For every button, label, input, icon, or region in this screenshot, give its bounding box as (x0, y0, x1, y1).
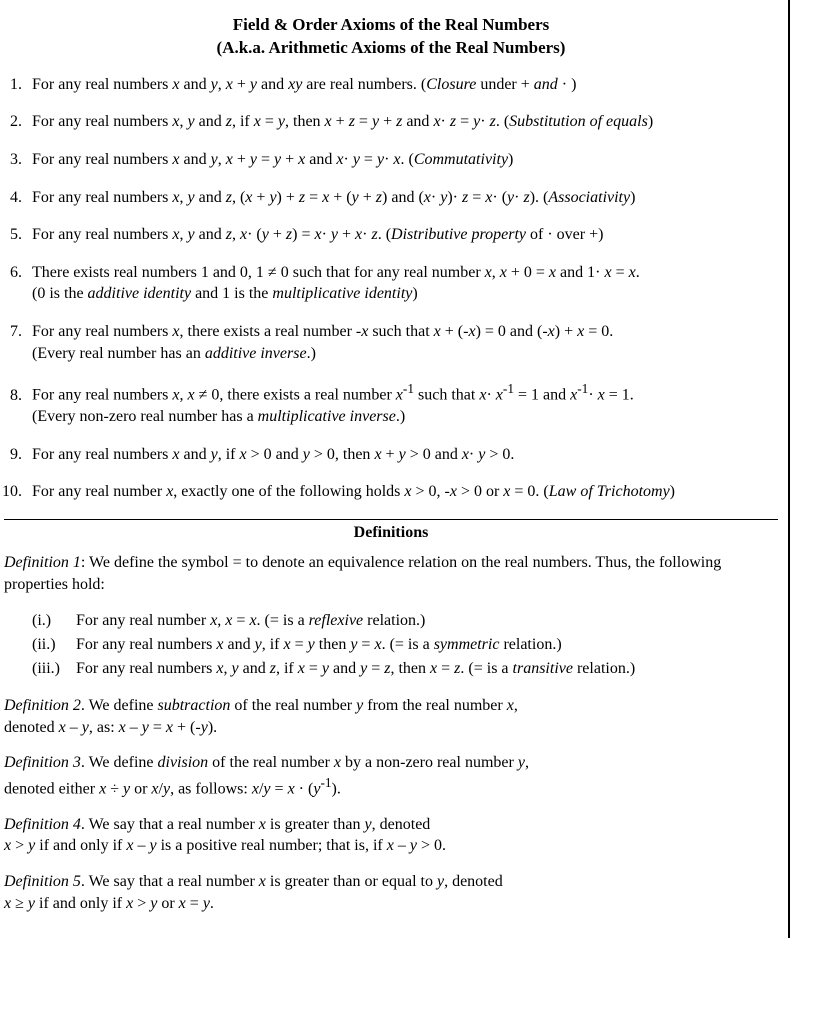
page-title: Field & Order Axioms of the Real Numbers… (4, 14, 778, 60)
definitions-heading: Definitions (4, 524, 778, 542)
axiom-item-7: For any real numbers x, there exists a r… (26, 321, 778, 364)
title-line-1: Field & Order Axioms of the Real Numbers (233, 15, 550, 34)
axiom-list: For any real numbers x and y, x + y and … (4, 74, 778, 503)
axiom-item-9: For any real numbers x and y, if x > 0 a… (26, 444, 778, 466)
section-divider (4, 519, 778, 520)
axiom-item-10: For any real number x, exactly one of th… (26, 481, 778, 503)
sublist-body: For any real numbers x, y and z, if x = … (76, 657, 635, 681)
definition-1-item-2: (ii.)For any real numbers x and y, if x … (32, 633, 778, 657)
definition-1-intro: Definition 1: We define the symbol = to … (4, 552, 778, 595)
definition-4: Definition 4. We say that a real number … (4, 814, 778, 857)
axiom-item-3: For any real numbers x and y, x + y = y … (26, 149, 778, 171)
sublist-body: For any real number x, x = x. (= is a re… (76, 609, 425, 633)
definition-3: Definition 3. We define division of the … (4, 752, 778, 800)
document-page: Field & Order Axioms of the Real Numbers… (0, 0, 790, 938)
definition-1-item-3: (iii.)For any real numbers x, y and z, i… (32, 657, 778, 681)
axiom-item-6: There exists real numbers 1 and 0, 1 ≠ 0… (26, 262, 778, 305)
sublist-label: (ii.) (32, 633, 76, 657)
definition-2: Definition 2. We define subtraction of t… (4, 695, 778, 738)
axiom-item-4: For any real numbers x, y and z, (x + y)… (26, 187, 778, 209)
axiom-item-1: For any real numbers x and y, x + y and … (26, 74, 778, 96)
sublist-label: (iii.) (32, 657, 76, 681)
axiom-item-5: For any real numbers x, y and z, x· (y +… (26, 224, 778, 246)
definition-1-item-1: (i.)For any real number x, x = x. (= is … (32, 609, 778, 633)
sublist-label: (i.) (32, 609, 76, 633)
title-line-2: (A.k.a. Arithmetic Axioms of the Real Nu… (217, 38, 566, 57)
axiom-item-8: For any real numbers x, x ≠ 0, there exi… (26, 380, 778, 428)
sublist-body: For any real numbers x and y, if x = y t… (76, 633, 562, 657)
definition-5: Definition 5. We say that a real number … (4, 871, 778, 914)
definition-1-sublist: (i.)For any real number x, x = x. (= is … (32, 609, 778, 681)
axiom-item-2: For any real numbers x, y and z, if x = … (26, 111, 778, 133)
